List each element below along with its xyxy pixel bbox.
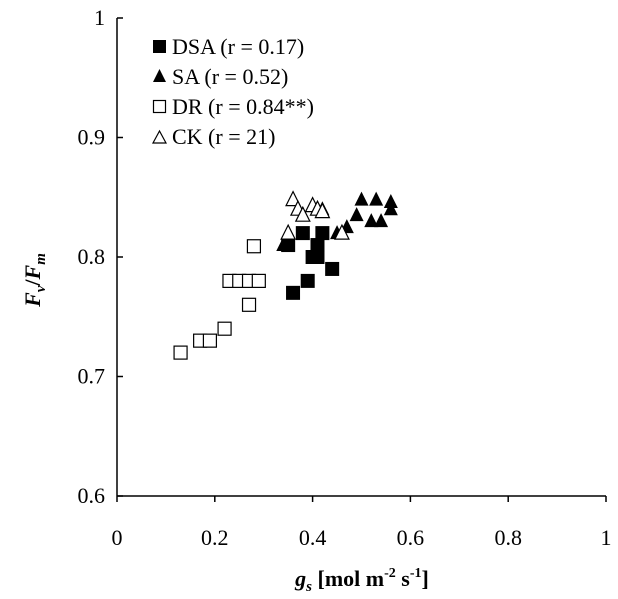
data-point — [369, 191, 384, 206]
x-tick-label: 0.8 — [494, 525, 522, 550]
data-point — [217, 321, 232, 336]
data-point — [276, 237, 291, 252]
y-axis-title-fsub: v — [33, 285, 49, 292]
x-axis-title-mid: s — [396, 566, 411, 591]
x-axis-title-main: g — [294, 566, 306, 591]
data-point — [300, 273, 315, 288]
x-tick-label: 0 — [112, 525, 123, 550]
x-axis-title-suffix: ] — [422, 566, 429, 591]
legend-label-sa: SA (r = 0.52) — [172, 64, 288, 89]
y-tick-label: 1 — [94, 5, 105, 30]
y-tick-label: 0.8 — [78, 244, 106, 269]
legend-label-dsa: DSA (r = 0.17) — [172, 34, 304, 59]
legend-marker-sa — [153, 69, 166, 82]
y-tick-label: 0.7 — [78, 364, 106, 389]
y-axis-title-slash: / — [20, 279, 45, 287]
series-2 — [173, 239, 266, 360]
x-axis-ticks: 0 0.2 0.4 0.6 0.8 1 — [112, 496, 612, 550]
data-point — [173, 345, 188, 360]
data-point — [325, 261, 340, 276]
plot-area: 0.6 0.7 0.8 0.9 1 0 0.2 0.4 0.6 0.8 1 — [78, 5, 612, 550]
y-axis-title-f: F — [20, 292, 45, 308]
data-point — [295, 226, 310, 241]
data-point — [374, 213, 389, 228]
data-point — [383, 194, 398, 209]
data-point — [280, 223, 297, 240]
data-point — [241, 297, 257, 312]
y-tick-label: 0.9 — [78, 125, 106, 150]
y-axis-title: Fv/Fm — [20, 253, 49, 308]
x-axis-title-sup2: -1 — [410, 566, 422, 581]
data-point — [333, 223, 350, 240]
data-point — [310, 238, 325, 253]
legend: DSA (r = 0.17) SA (r = 0.52) DR (r = 0.8… — [151, 34, 314, 149]
data-point — [246, 239, 262, 254]
y-axis-title-msub: m — [33, 253, 49, 265]
x-axis-title-units: [mol m — [312, 566, 384, 591]
y-tick-label: 0.6 — [78, 483, 106, 508]
x-tick-label: 1 — [601, 525, 612, 550]
x-axis-title-sub: s — [305, 579, 312, 595]
legend-marker-ck — [151, 129, 168, 144]
legend-label-dr: DR (r = 0.84**) — [172, 94, 314, 119]
data-point — [349, 207, 364, 222]
data-point — [285, 190, 302, 207]
data-point — [354, 191, 369, 206]
x-tick-label: 0.2 — [201, 525, 229, 550]
data-point — [364, 213, 379, 228]
y-axis-ticks: 0.6 0.7 0.8 0.9 1 — [78, 5, 123, 508]
data-point — [202, 333, 218, 348]
data-point — [315, 226, 330, 241]
data-point — [314, 202, 331, 219]
legend-label-ck: CK (r = 21) — [172, 124, 275, 149]
data-point — [286, 285, 301, 300]
data-points — [173, 190, 398, 360]
y-axis-title-m: F — [20, 264, 45, 280]
legend-marker-dr — [152, 99, 167, 114]
data-point — [310, 250, 325, 264]
data-point — [294, 205, 311, 222]
series-3 — [280, 190, 350, 240]
x-tick-label: 0.4 — [299, 525, 327, 550]
x-axis-title: gs [mol m-2 s-1] — [294, 566, 429, 595]
data-point — [383, 201, 398, 216]
x-tick-label: 0.6 — [397, 525, 425, 550]
x-axis-title-sup1: -2 — [384, 566, 396, 581]
legend-marker-dsa — [153, 40, 166, 53]
data-point — [251, 273, 266, 288]
